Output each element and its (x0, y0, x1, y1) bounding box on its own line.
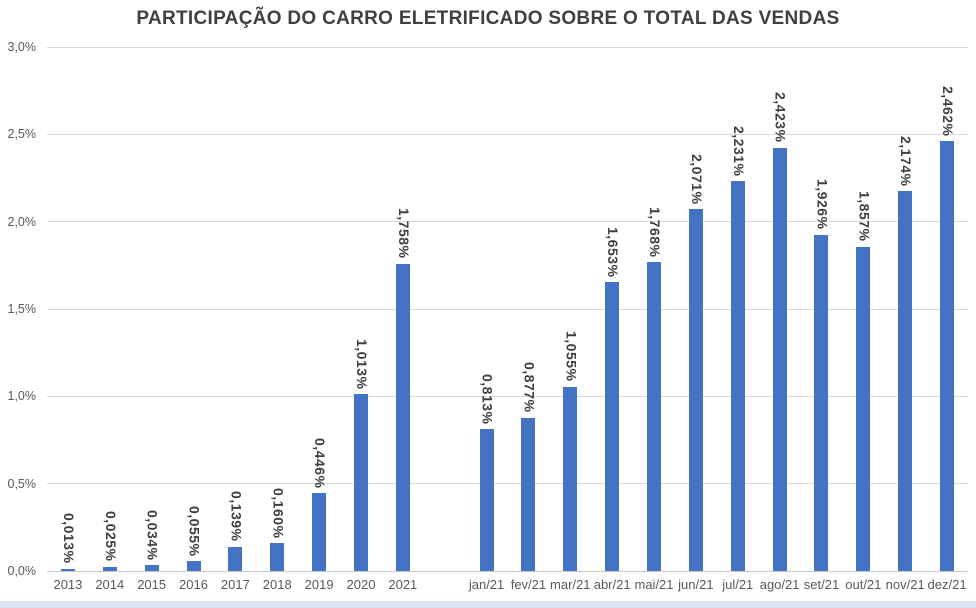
bar-value-label: 2,231% (730, 125, 747, 177)
bar-value-label: 0,446% (312, 437, 329, 489)
x-category-label: 2016 (179, 577, 208, 592)
x-category-label: ago/21 (759, 577, 800, 592)
x-category-label: mar/21 (550, 577, 591, 592)
plot-area: 0,013% 2013 0,025% 2014 0,034% 2015 0,055% 2016… (47, 46, 968, 592)
y-tick-label: 3,0% (7, 40, 37, 54)
bar-value-label: 2,462% (940, 85, 957, 136)
chart-title: PARTICIPAÇÃO DO CARRO ELETRIFICADO SOBRE… (136, 8, 840, 29)
bar-value-label: 0,034% (144, 509, 161, 561)
bar-2019 (312, 493, 327, 571)
bar-value-label: 0,055% (186, 505, 203, 557)
bar-value-label: 1,055% (563, 331, 580, 382)
bar-value-label: 0,139% (228, 491, 245, 542)
bar-dez-21 (940, 140, 955, 571)
bar-value-label: 1,013% (353, 338, 370, 390)
bar-value-label: 0,813% (479, 373, 496, 424)
x-category-label: nov/21 (885, 577, 925, 592)
bar-value-label: 1,653% (605, 226, 622, 278)
bar-value-label: 0,877% (521, 362, 538, 413)
x-category-label: 2019 (304, 577, 334, 592)
x-category-label: jun/21 (678, 577, 714, 592)
bar-value-label: 0,013% (60, 513, 77, 564)
y-tick-label: 1,0% (7, 389, 37, 404)
x-category-label: 2014 (95, 577, 125, 592)
x-category-label: abr/21 (593, 577, 631, 592)
bar-value-label: 1,926% (814, 179, 831, 230)
bar-fev-21 (521, 417, 536, 571)
bar-value-label: 1,768% (647, 206, 664, 258)
y-axis: 3,0% 2,5% 2,0% 1,5% 1,0% 0,5% 0,0% (0, 40, 40, 578)
bar-value-label: 2,423% (772, 92, 789, 143)
y-tick-label: 2,5% (7, 127, 37, 142)
x-category-label: fev/21 (510, 577, 547, 592)
x-category-label: 2021 (388, 577, 418, 592)
bar-ago-21 (772, 147, 787, 571)
bar-2017 (228, 546, 243, 571)
x-category-label: jul/21 (722, 577, 754, 592)
bar-2020 (353, 394, 368, 571)
bar-abr-21 (605, 282, 620, 571)
bar-jan-21 (479, 429, 494, 571)
x-axis-line (47, 570, 968, 572)
x-category-label: 2018 (262, 577, 292, 592)
gridline (47, 483, 968, 485)
bar-set-21 (814, 234, 829, 571)
bar-jul-21 (730, 181, 745, 571)
bar-2016 (186, 561, 201, 571)
x-category-label: 2020 (346, 577, 376, 592)
y-tick-label: 0,0% (7, 564, 37, 578)
bar-value-label: 2,174% (898, 135, 915, 187)
bar-2013 (60, 568, 75, 571)
bottom-strip (0, 601, 976, 608)
x-category-label: out/21 (845, 577, 882, 592)
x-category-label: 2017 (220, 577, 250, 592)
bar-value-label: 0,160% (270, 487, 287, 539)
bar-2014 (102, 566, 117, 571)
x-category-label: 2013 (53, 577, 83, 592)
x-category-label: jan/21 (468, 577, 505, 592)
bar-value-label: 1,857% (856, 191, 873, 242)
x-category-label: dez/21 (927, 577, 967, 592)
bar-value-label: 2,071% (688, 153, 705, 205)
x-category-label: set/21 (803, 577, 840, 592)
bar-nov-21 (898, 191, 913, 571)
bar-value-label: 1,758% (395, 208, 412, 259)
gridline (47, 308, 968, 310)
gridline (47, 221, 968, 223)
bar-mar-21 (563, 386, 578, 571)
gridline (47, 395, 968, 397)
bar-out-21 (856, 246, 871, 571)
bar-value-label: 0,025% (102, 511, 119, 562)
gridline (47, 133, 968, 135)
bar-mai-21 (647, 262, 662, 571)
y-tick-label: 1,5% (7, 302, 37, 316)
y-tick-label: 2,0% (7, 214, 37, 229)
bar-jun-21 (688, 209, 703, 571)
bar-2021 (395, 263, 410, 571)
x-category-label: mai/21 (634, 577, 674, 592)
y-tick-label: 0,5% (7, 476, 37, 491)
bar-2015 (144, 565, 159, 571)
gridline (47, 46, 968, 48)
x-category-label: 2015 (137, 577, 167, 592)
bar-2018 (270, 543, 285, 571)
